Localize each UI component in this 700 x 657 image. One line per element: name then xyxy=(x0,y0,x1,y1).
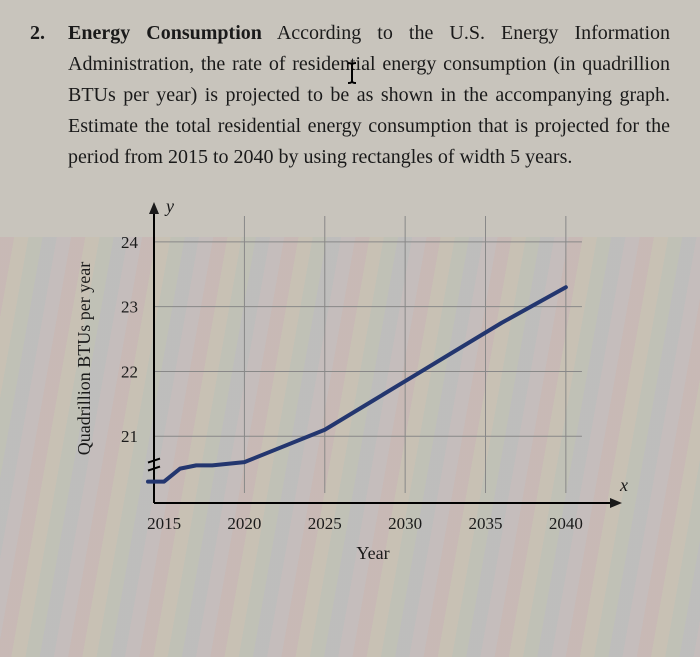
svg-text:2030: 2030 xyxy=(388,514,422,533)
problem-text: Energy Consumption According to the U.S.… xyxy=(68,18,670,173)
svg-text:2025: 2025 xyxy=(308,514,342,533)
svg-text:2020: 2020 xyxy=(227,514,261,533)
svg-text:2035: 2035 xyxy=(469,514,503,533)
page-body: 2. Energy Consumption According to the U… xyxy=(0,0,700,657)
problem-title: Energy Consumption xyxy=(68,22,262,44)
svg-text:Quadrillion BTUs per year: Quadrillion BTUs per year xyxy=(74,262,94,455)
svg-text:21: 21 xyxy=(121,427,138,446)
svg-text:22: 22 xyxy=(121,362,138,381)
svg-text:2015: 2015 xyxy=(147,514,181,533)
svg-text:x: x xyxy=(619,475,628,495)
problem-number: 2. xyxy=(30,18,58,173)
svg-text:y: y xyxy=(164,196,174,216)
svg-text:23: 23 xyxy=(121,298,138,317)
energy-chart: 21 22 23 24 2015 2020 2025 2030 2035 2040 y x Year Qu… xyxy=(68,191,638,571)
svg-text:24: 24 xyxy=(121,233,139,252)
svg-text:2040: 2040 xyxy=(549,514,583,533)
chart-container: 21 22 23 24 2015 2020 2025 2030 2035 2040 y x Year Qu… xyxy=(68,191,638,571)
svg-text:Year: Year xyxy=(356,543,389,563)
problem-block: 2. Energy Consumption According to the U… xyxy=(30,18,670,173)
